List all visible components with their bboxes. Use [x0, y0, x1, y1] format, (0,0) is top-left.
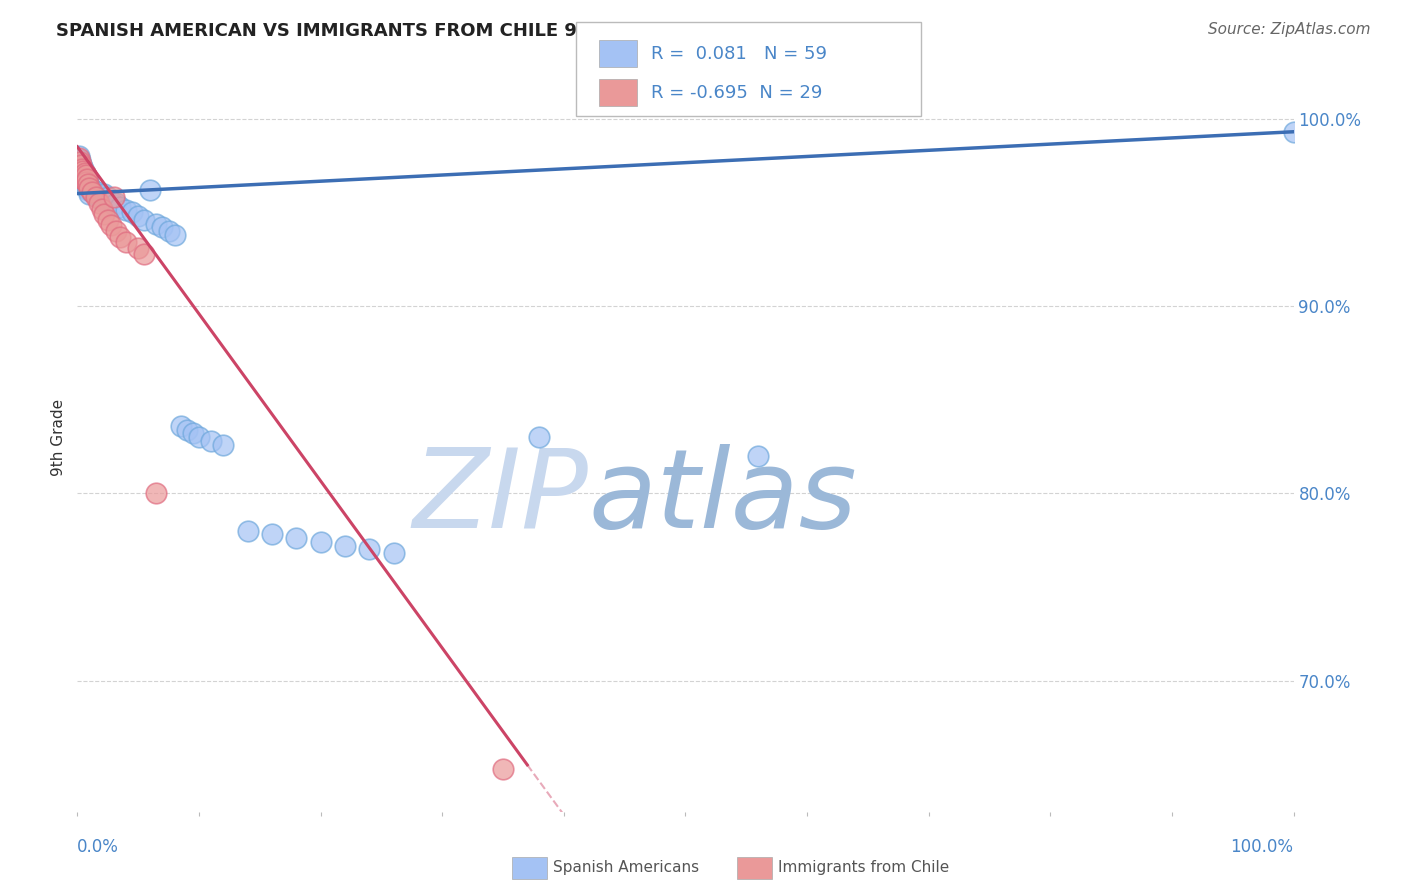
Point [200, 434, 222, 448]
Point [127, 209, 149, 223]
Text: SPANISH AMERICAN VS IMMIGRANTS FROM CHILE 9TH GRADE CORRELATION CHART: SPANISH AMERICAN VS IMMIGRANTS FROM CHIL… [56, 22, 901, 40]
Point [105, 224, 128, 238]
Point [93, 207, 115, 221]
Point [86, 185, 108, 199]
Point [70, 161, 93, 175]
Text: Source: ZipAtlas.com: Source: ZipAtlas.com [1208, 22, 1371, 37]
Point [90, 194, 112, 208]
Point [76, 181, 98, 195]
Point [69, 154, 91, 169]
Point [73, 166, 96, 180]
Point [157, 224, 180, 238]
Point [134, 246, 156, 260]
Point [145, 486, 167, 500]
Point [97, 190, 120, 204]
Point [70, 168, 93, 182]
Point [176, 423, 198, 437]
Point [82, 183, 104, 197]
Point [69, 159, 91, 173]
Point [309, 535, 332, 549]
Point [87, 188, 110, 202]
Text: 100.0%: 100.0% [1230, 838, 1294, 856]
Point [134, 212, 156, 227]
Point [77, 178, 100, 192]
Point [79, 181, 101, 195]
Point [89, 196, 111, 211]
Point [69, 153, 91, 167]
Point [529, 430, 551, 444]
Point [75, 168, 97, 182]
Point [285, 531, 308, 545]
Point [127, 241, 149, 255]
Point [1282, 125, 1305, 139]
Point [75, 169, 97, 184]
Point [100, 219, 122, 233]
Point [79, 186, 101, 201]
Point [72, 171, 94, 186]
Point [163, 227, 186, 242]
Point [67, 151, 90, 165]
Point [72, 164, 94, 178]
Point [76, 171, 98, 186]
Point [212, 437, 235, 451]
Text: R =  0.081   N = 59: R = 0.081 N = 59 [651, 45, 827, 62]
Text: 0.0%: 0.0% [77, 838, 120, 856]
Text: Immigrants from Chile: Immigrants from Chile [778, 860, 949, 874]
Point [79, 179, 101, 194]
Text: Spanish Americans: Spanish Americans [553, 860, 699, 874]
Point [115, 203, 138, 218]
Text: atlas: atlas [588, 443, 856, 550]
Point [152, 220, 174, 235]
Point [93, 186, 115, 201]
Text: R = -0.695  N = 29: R = -0.695 N = 29 [651, 84, 823, 102]
Point [80, 185, 103, 199]
Point [80, 185, 103, 199]
Point [80, 181, 103, 195]
Point [170, 418, 193, 433]
Point [73, 166, 96, 180]
Text: ZIP: ZIP [412, 443, 588, 550]
Point [89, 190, 111, 204]
Point [145, 217, 167, 231]
Point [70, 162, 93, 177]
Point [73, 173, 96, 187]
Point [77, 175, 100, 189]
Point [76, 173, 98, 187]
Y-axis label: 9th Grade: 9th Grade [51, 399, 66, 475]
Point [90, 202, 112, 216]
Point [492, 762, 515, 776]
Point [77, 183, 100, 197]
Point [103, 198, 125, 212]
Point [260, 527, 283, 541]
Point [70, 159, 93, 173]
Point [181, 426, 204, 441]
Point [115, 235, 138, 250]
Point [72, 162, 94, 177]
Point [75, 175, 97, 189]
Point [73, 173, 96, 187]
Point [108, 229, 131, 244]
Point [100, 194, 122, 208]
Point [70, 164, 93, 178]
Point [75, 178, 97, 192]
Point [67, 149, 90, 163]
Point [139, 183, 162, 197]
Point [70, 156, 93, 170]
Point [747, 449, 769, 463]
Point [89, 192, 111, 206]
Point [84, 190, 107, 204]
Point [97, 212, 120, 227]
Point [236, 524, 259, 538]
Point [359, 542, 381, 557]
Point [333, 539, 356, 553]
Point [84, 186, 107, 201]
Point [188, 430, 211, 444]
Point [72, 171, 94, 186]
Point [105, 196, 128, 211]
Point [103, 190, 125, 204]
Point [70, 168, 93, 182]
Point [108, 200, 131, 214]
Point [382, 546, 405, 560]
Point [121, 205, 143, 219]
